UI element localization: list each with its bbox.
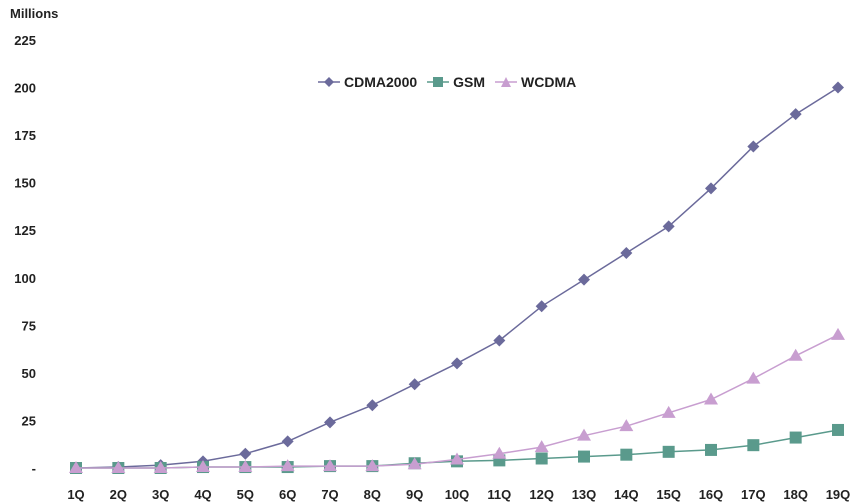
legend-label-wcdma: WCDMA bbox=[521, 74, 577, 90]
data-point-gsm bbox=[747, 439, 760, 452]
data-point-wcdma bbox=[407, 457, 422, 470]
x-tick-label: 13Q bbox=[572, 487, 597, 502]
data-point-cdma2000 bbox=[747, 140, 760, 153]
x-tick-label: 6Q bbox=[279, 487, 296, 502]
y-tick-label: 75 bbox=[22, 318, 36, 333]
data-point-cdma2000 bbox=[832, 81, 844, 94]
legend-item-gsm: GSM bbox=[427, 74, 485, 90]
legend-item-wcdma: WCDMA bbox=[495, 74, 576, 90]
data-point-wcdma bbox=[238, 460, 253, 473]
legend-label-cdma2000: CDMA2000 bbox=[344, 74, 418, 90]
data-point-wcdma bbox=[323, 459, 337, 472]
data-point-gsm bbox=[578, 450, 590, 463]
x-tick-label: 9Q bbox=[406, 487, 423, 502]
x-tick-label: 10Q bbox=[445, 487, 470, 502]
data-point-gsm bbox=[620, 448, 633, 461]
x-tick-label: 12Q bbox=[529, 487, 554, 502]
data-point-wcdma bbox=[492, 446, 507, 459]
data-point-cdma2000 bbox=[366, 399, 379, 412]
data-point-wcdma bbox=[704, 392, 718, 405]
data-point-cdma2000 bbox=[451, 357, 463, 370]
y-tick-label: 100 bbox=[14, 271, 36, 286]
data-point-gsm bbox=[535, 452, 548, 465]
y-tick-label: 25 bbox=[22, 413, 36, 428]
data-point-cdma2000 bbox=[324, 416, 336, 429]
x-tick-label: 5Q bbox=[237, 487, 254, 502]
data-point-wcdma bbox=[450, 452, 464, 465]
x-tick-label: 14Q bbox=[614, 487, 639, 502]
legend-marker-cdma2000 bbox=[318, 77, 340, 87]
data-point-wcdma bbox=[577, 428, 591, 441]
data-point-wcdma bbox=[196, 460, 210, 473]
data-point-wcdma bbox=[534, 440, 549, 453]
data-point-cdma2000 bbox=[705, 182, 717, 195]
legend-marker-wcdma bbox=[495, 77, 518, 87]
series-line-cdma2000 bbox=[75, 86, 839, 469]
data-point-gsm bbox=[789, 431, 802, 444]
y-tick-label: 50 bbox=[22, 366, 36, 381]
x-tick-label: 8Q bbox=[364, 487, 381, 502]
x-tick-label: 3Q bbox=[152, 487, 169, 502]
x-tick-label: 4Q bbox=[194, 487, 211, 502]
data-point-cdma2000 bbox=[578, 273, 590, 286]
data-point-wcdma bbox=[365, 459, 380, 472]
data-point-wcdma bbox=[619, 419, 634, 432]
data-point-wcdma bbox=[831, 327, 845, 340]
y-tick-label: 200 bbox=[14, 81, 36, 96]
data-point-cdma2000 bbox=[620, 247, 633, 260]
y-axis-title: Millions bbox=[10, 6, 59, 21]
data-point-wcdma bbox=[746, 371, 761, 384]
x-tick-label: 1Q bbox=[67, 487, 84, 502]
x-tick-label: 16Q bbox=[699, 487, 724, 502]
data-point-cdma2000 bbox=[239, 447, 252, 460]
data-point-wcdma bbox=[111, 461, 126, 473]
x-tick-label: 11Q bbox=[487, 487, 511, 502]
data-point-cdma2000 bbox=[408, 378, 421, 391]
y-tick-label: 175 bbox=[14, 128, 36, 143]
data-point-wcdma bbox=[153, 461, 168, 473]
x-tick-label: 7Q bbox=[321, 487, 338, 502]
data-point-cdma2000 bbox=[535, 300, 548, 313]
y-tick-label: - bbox=[32, 461, 36, 476]
data-point-cdma2000 bbox=[789, 108, 802, 121]
x-tick-label: 18Q bbox=[783, 487, 808, 502]
legend-item-cdma2000: CDMA2000 bbox=[318, 74, 417, 90]
x-tick-label: 15Q bbox=[656, 487, 681, 502]
chart-legend: CDMA2000 GSM WCDMA bbox=[318, 74, 576, 90]
x-tick-label: 2Q bbox=[110, 487, 127, 502]
x-tick-label: 19Q bbox=[826, 487, 851, 502]
data-point-wcdma bbox=[661, 405, 676, 418]
data-point-wcdma bbox=[788, 348, 803, 361]
data-point-cdma2000 bbox=[281, 435, 294, 448]
y-tick-label: 225 bbox=[14, 33, 36, 48]
x-tick-label: 17Q bbox=[741, 487, 766, 502]
data-point-gsm bbox=[705, 443, 717, 456]
data-point-cdma2000 bbox=[493, 334, 506, 347]
y-tick-label: 125 bbox=[14, 223, 36, 238]
data-point-wcdma bbox=[280, 459, 295, 472]
data-point-gsm bbox=[832, 423, 844, 436]
legend-label-gsm: GSM bbox=[453, 74, 486, 90]
data-point-wcdma bbox=[69, 461, 83, 473]
data-point-cdma2000 bbox=[662, 220, 675, 233]
legend-marker-gsm bbox=[427, 77, 450, 87]
y-tick-label: 150 bbox=[14, 176, 36, 191]
data-point-gsm bbox=[662, 445, 675, 458]
